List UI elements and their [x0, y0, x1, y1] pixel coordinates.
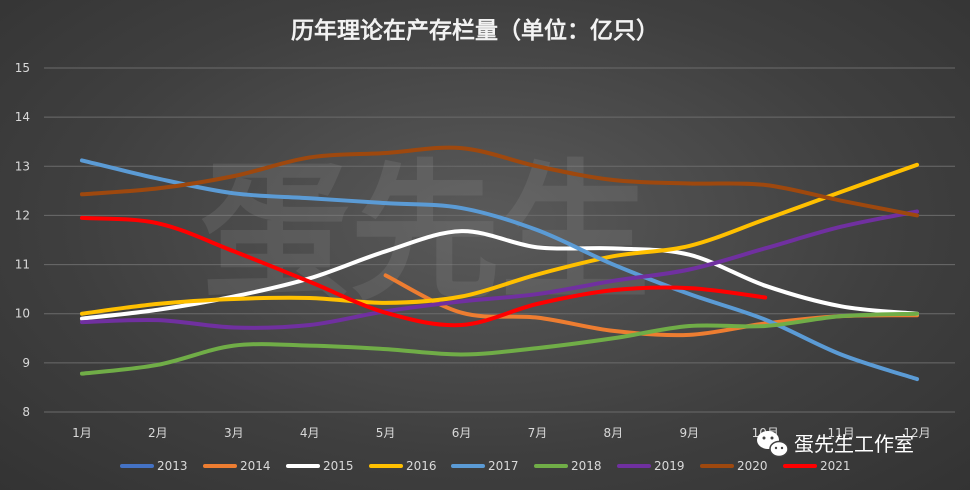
series-lines — [79, 145, 920, 382]
series-line — [79, 162, 920, 316]
y-tick-label: 13 — [15, 159, 30, 173]
x-tick-label: 6月 — [452, 426, 472, 440]
y-tick-label: 14 — [15, 110, 30, 124]
x-tick-label: 3月 — [224, 426, 244, 440]
y-tick-label: 11 — [15, 258, 30, 272]
series-line — [79, 311, 920, 376]
watermark: 蛋先生 — [200, 147, 650, 321]
x-tick-label: 11月 — [827, 426, 854, 440]
legend-label: 2015 — [323, 459, 354, 473]
legend-label: 2013 — [157, 459, 188, 473]
legend-label: 2014 — [240, 459, 271, 473]
series-2018 — [79, 311, 920, 376]
x-tick-label: 1月 — [72, 426, 92, 440]
series-line — [79, 209, 920, 330]
x-axis-ticks: 1月2月3月4月5月6月7月8月9月10月11月12月 — [72, 426, 931, 440]
legend-label: 2017 — [488, 459, 519, 473]
x-tick-label: 2月 — [148, 426, 168, 440]
series-line — [79, 145, 920, 218]
brand-logo: 蛋先生工作室 — [757, 431, 914, 458]
series-2020 — [79, 145, 920, 218]
x-tick-label: 8月 — [604, 426, 624, 440]
y-tick-label: 12 — [15, 208, 30, 222]
wechat-icon — [757, 431, 789, 458]
series-2016 — [79, 162, 920, 316]
legend: 2013 2014 2015 2016 2017 2018 2019 2020 2021 — [120, 459, 851, 473]
legend-label: 2016 — [406, 459, 437, 473]
y-tick-label: 9 — [22, 356, 30, 370]
y-axis-ticks: 8 9 10 11 12 13 14 15 — [15, 61, 30, 419]
x-tick-label: 12月 — [903, 426, 930, 440]
x-tick-label: 9月 — [679, 426, 699, 440]
y-tick-label: 8 — [22, 405, 30, 419]
x-tick-label: 5月 — [376, 426, 396, 440]
legend-label: 2021 — [820, 459, 851, 473]
legend-label: 2018 — [571, 459, 602, 473]
x-tick-label: 7月 — [528, 426, 548, 440]
y-tick-label: 15 — [15, 61, 30, 75]
series-line — [79, 215, 768, 328]
brand-name: 蛋先生工作室 — [794, 432, 914, 456]
x-tick-label: 4月 — [300, 426, 320, 440]
chart-title: 历年理论在产存栏量（单位：亿只） — [291, 17, 659, 44]
series-2019 — [79, 209, 920, 330]
legend-label: 2020 — [737, 459, 768, 473]
y-tick-label: 10 — [15, 307, 30, 321]
legend-label: 2019 — [654, 459, 685, 473]
series-2021 — [79, 215, 768, 328]
